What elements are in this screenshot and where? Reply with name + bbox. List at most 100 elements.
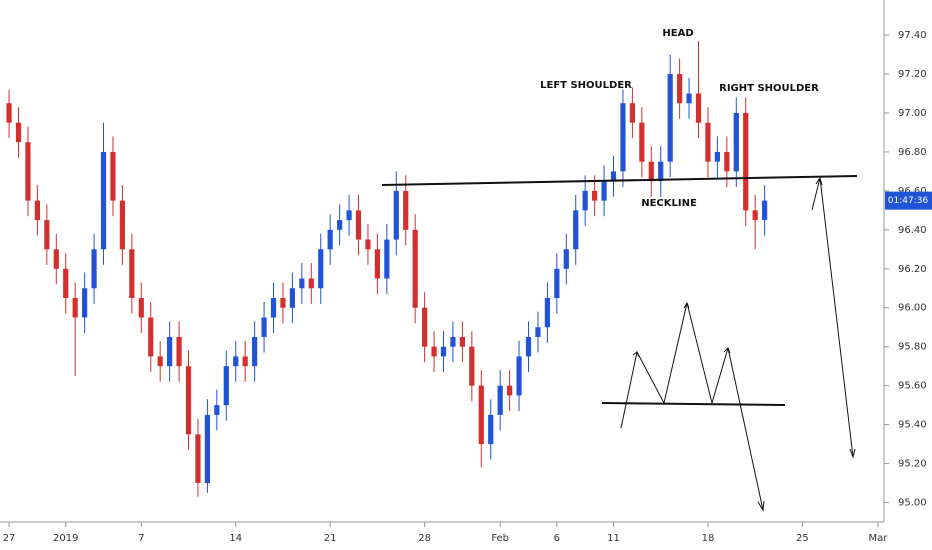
- candle-body: [157, 356, 163, 367]
- candle-body: [724, 151, 730, 172]
- candle-body: [648, 161, 654, 182]
- candle-body: [355, 210, 362, 240]
- y-tick-label: 96.00: [898, 303, 927, 314]
- candle-body: [554, 268, 560, 299]
- y-tick-label: 97.00: [898, 108, 927, 119]
- countdown-box: [885, 191, 932, 210]
- candle-body: [110, 151, 116, 201]
- x-tick-label: 18: [702, 533, 715, 544]
- candle-body: [72, 298, 78, 318]
- candle-body: [431, 346, 437, 357]
- y-tick-label: 96.40: [898, 225, 927, 236]
- candle-body: [497, 385, 503, 415]
- y-tick-label: 95.60: [898, 381, 927, 392]
- candle-body: [743, 112, 749, 211]
- candle-body: [100, 151, 107, 250]
- candle-body: [563, 249, 569, 269]
- candle-body: [252, 336, 258, 367]
- candle-body: [469, 346, 475, 386]
- candle-body: [440, 346, 447, 357]
- right-shoulder-label: RIGHT SHOULDER: [719, 83, 819, 94]
- candle-body: [119, 200, 125, 250]
- x-tick-label: Mar: [869, 533, 889, 544]
- x-tick-label: Feb: [491, 533, 509, 544]
- candle-body: [639, 122, 645, 162]
- candle-body: [384, 239, 390, 279]
- candle-body: [261, 317, 267, 337]
- candle-body: [365, 239, 371, 250]
- candle-body: [422, 307, 428, 347]
- candle-body: [223, 366, 229, 406]
- candle-body: [204, 414, 210, 484]
- left-shoulder-label: LEFT SHOULDER: [540, 80, 632, 91]
- y-tick-label: 95.80: [898, 342, 927, 353]
- candle-body: [412, 229, 418, 308]
- candle-body: [403, 190, 409, 230]
- candle-body: [667, 74, 673, 162]
- candle-body: [610, 171, 617, 182]
- countdown-label: 01:47:36: [888, 196, 929, 206]
- candle-body: [677, 74, 683, 104]
- candle-body: [44, 220, 50, 250]
- x-tick-label: 14: [229, 533, 242, 544]
- candle-body: [733, 112, 739, 172]
- candle-body: [280, 298, 286, 308]
- candle-body: [270, 298, 277, 318]
- candle-body: [488, 414, 494, 445]
- neckline-label: NECKLINE: [641, 198, 697, 209]
- candle-body: [91, 249, 97, 289]
- candle-body: [129, 249, 135, 299]
- candle-body: [620, 103, 626, 172]
- candle-body: [516, 356, 522, 396]
- y-tick-label: 95.00: [898, 498, 927, 509]
- candle-body: [525, 336, 532, 357]
- candle-body: [714, 151, 720, 162]
- candle-body: [573, 210, 579, 250]
- x-tick-label: 21: [324, 533, 337, 544]
- candle-body: [138, 298, 144, 318]
- candle-body: [25, 142, 31, 201]
- candle-body: [374, 249, 380, 279]
- candle-body: [299, 278, 305, 289]
- head-label: HEAD: [662, 28, 693, 39]
- candle-body: [6, 103, 12, 123]
- x-tick-label: 25: [796, 533, 809, 544]
- candle-body: [242, 356, 248, 367]
- candle-body: [544, 298, 550, 328]
- y-tick-label: 96.20: [898, 264, 927, 275]
- candle-body: [762, 200, 768, 221]
- candle-body: [308, 278, 314, 289]
- candle-body: [176, 336, 182, 367]
- candle-body: [535, 327, 541, 337]
- pattern-sketch: [601, 176, 856, 512]
- y-tick-label: 95.20: [898, 459, 927, 470]
- candle-body: [629, 103, 635, 123]
- candle-body: [82, 288, 88, 318]
- candle-body: [450, 336, 456, 347]
- candle-body: [346, 210, 352, 221]
- candle-body: [318, 249, 324, 289]
- candle-body: [337, 220, 343, 230]
- x-tick-label: 7: [138, 533, 144, 544]
- candle-body: [459, 336, 465, 347]
- candle-body: [705, 122, 711, 162]
- y-tick-label: 96.60: [898, 186, 927, 197]
- candle-body: [752, 210, 758, 221]
- neckline: [381, 175, 858, 186]
- x-tick-label: 2019: [53, 533, 78, 544]
- x-tick-label: 28: [418, 533, 431, 544]
- candle-body: [233, 356, 239, 367]
- candle-body: [63, 268, 69, 299]
- candle-body: [695, 93, 702, 123]
- candle-body: [167, 336, 173, 367]
- x-tick-label: 6: [554, 533, 560, 544]
- candle-body: [15, 122, 22, 143]
- candle-body: [507, 385, 513, 396]
- candle-body: [582, 190, 588, 211]
- candle-body: [289, 288, 295, 308]
- candle-body: [148, 317, 154, 357]
- candle-body: [601, 181, 607, 201]
- y-tick-label: 97.40: [898, 30, 927, 41]
- candle-body: [34, 200, 40, 221]
